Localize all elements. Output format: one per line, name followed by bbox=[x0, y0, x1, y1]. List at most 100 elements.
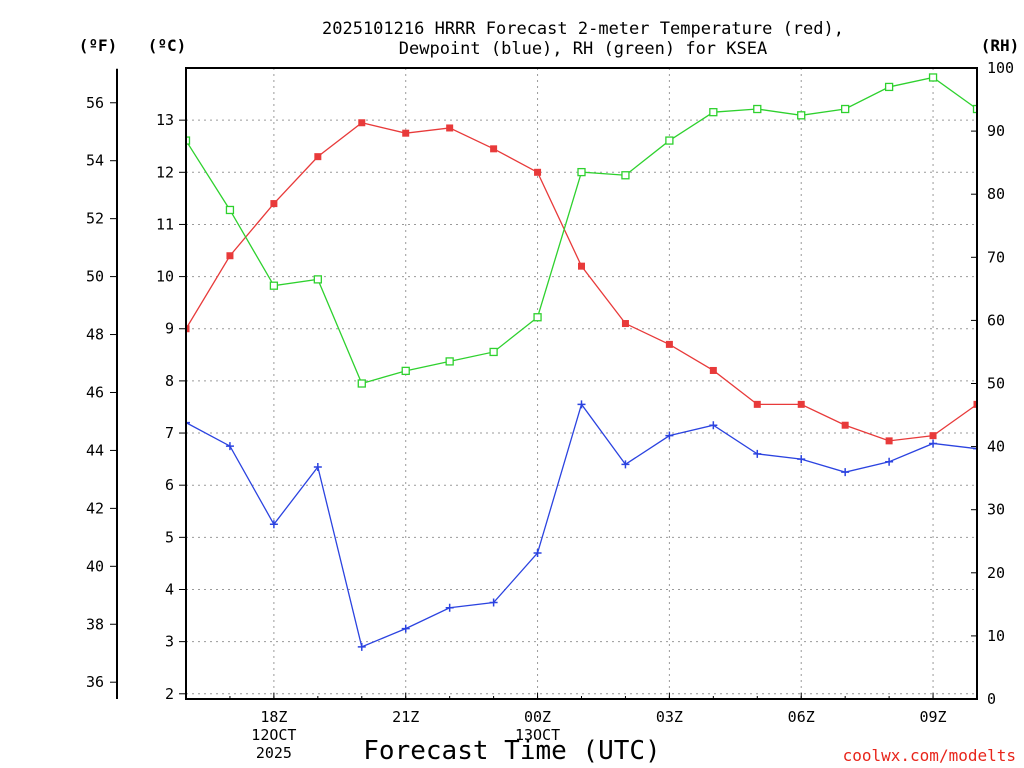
rh-point bbox=[753, 104, 762, 114]
rh-point bbox=[928, 73, 938, 82]
temperature-point bbox=[665, 340, 673, 348]
temperature-point bbox=[446, 124, 454, 132]
temperature-point bbox=[226, 252, 234, 260]
plot-frame bbox=[185, 67, 978, 700]
celsius-tick-label: 9 bbox=[165, 320, 174, 338]
fahrenheit-tick-label: 48 bbox=[86, 326, 104, 344]
rh-tick-label: 50 bbox=[987, 375, 1005, 393]
temperature-point bbox=[841, 421, 849, 429]
rh-point bbox=[357, 379, 366, 388]
rh-tick-label: 20 bbox=[987, 564, 1005, 582]
celsius-axis-unit: (ºC) bbox=[148, 36, 187, 55]
dewpoint-point bbox=[797, 455, 806, 464]
rh-point bbox=[709, 108, 718, 117]
dewpoint-point bbox=[225, 442, 234, 451]
rh-point bbox=[797, 111, 806, 120]
celsius-tick-label: 4 bbox=[165, 580, 174, 598]
dewpoint-point bbox=[445, 603, 454, 612]
x-tick-label: 09Z bbox=[920, 708, 947, 726]
rh-tick-label: 90 bbox=[987, 122, 1005, 140]
rh-point bbox=[186, 136, 191, 145]
fahrenheit-tick-label: 42 bbox=[86, 499, 104, 517]
celsius-tick-label: 7 bbox=[165, 424, 174, 442]
x-tick-label: 13OCT bbox=[515, 726, 560, 744]
fahrenheit-tick-label: 56 bbox=[86, 94, 104, 112]
dewpoint-point bbox=[885, 457, 894, 466]
dewpoint-point bbox=[313, 462, 322, 471]
chart-title-line-1: 2025101216 HRRR Forecast 2-meter Tempera… bbox=[322, 19, 844, 39]
rh-point bbox=[533, 313, 542, 322]
temperature-point bbox=[490, 145, 498, 153]
temperature-point bbox=[973, 400, 977, 408]
temperature-point bbox=[534, 168, 542, 176]
rh-point bbox=[841, 104, 850, 114]
rh-point bbox=[445, 357, 454, 366]
rh-axis-unit: (RH) bbox=[981, 36, 1020, 55]
dewpoint-line bbox=[186, 402, 977, 648]
rh-line bbox=[186, 76, 977, 385]
temperature-point bbox=[929, 432, 937, 440]
fahrenheit-tick-label: 38 bbox=[86, 615, 104, 633]
x-tick-label: 06Z bbox=[788, 708, 815, 726]
x-tick-label: 21Z bbox=[392, 708, 419, 726]
dewpoint-point bbox=[577, 400, 586, 409]
temperature-point bbox=[270, 200, 278, 208]
x-tick-label: 00Z bbox=[524, 708, 551, 726]
source-credit: coolwx.com/modelts bbox=[843, 746, 1016, 765]
celsius-tick-label: 13 bbox=[156, 111, 174, 129]
temperature-point bbox=[709, 366, 717, 374]
dewpoint-point bbox=[841, 468, 850, 477]
rh-tick-label: 100 bbox=[987, 59, 1014, 77]
chart-title-line-2: Dewpoint (blue), RH (green) for KSEA bbox=[399, 39, 767, 59]
rh-tick-label: 80 bbox=[987, 185, 1005, 203]
rh-tick-label: 70 bbox=[987, 248, 1005, 266]
x-tick-label: 03Z bbox=[656, 708, 683, 726]
rh-point bbox=[489, 347, 498, 357]
x-tick-label: 12OCT bbox=[251, 726, 296, 744]
rh-point bbox=[269, 281, 279, 290]
dewpoint-point bbox=[269, 520, 278, 529]
temperature-point bbox=[621, 320, 629, 328]
dewpoint-point bbox=[753, 449, 762, 458]
rh-series bbox=[186, 73, 977, 388]
temperature-series bbox=[186, 119, 977, 445]
rh-tick-label: 10 bbox=[987, 627, 1005, 645]
dewpoint-point bbox=[621, 460, 630, 469]
temperature-point bbox=[885, 437, 893, 445]
rh-tick-label: 60 bbox=[987, 311, 1005, 329]
rh-point bbox=[577, 167, 586, 177]
fahrenheit-tick-label: 54 bbox=[86, 152, 104, 170]
series-layer bbox=[186, 73, 977, 651]
grid-lines bbox=[186, 68, 977, 699]
dewpoint-point bbox=[973, 444, 977, 453]
temperature-point bbox=[314, 153, 322, 161]
dewpoint-point bbox=[357, 642, 366, 651]
celsius-tick-label: 3 bbox=[165, 633, 174, 651]
rh-point bbox=[401, 366, 410, 376]
fahrenheit-tick-label: 44 bbox=[86, 441, 104, 459]
celsius-tick-label: 5 bbox=[165, 528, 174, 546]
rh-point bbox=[972, 104, 977, 114]
x-axis-title: Forecast Time (UTC) bbox=[363, 736, 660, 766]
fahrenheit-axis-unit: (ºF) bbox=[79, 36, 118, 55]
fahrenheit-tick-label: 50 bbox=[86, 268, 104, 286]
dewpoint-point bbox=[929, 439, 938, 448]
celsius-tick-label: 2 bbox=[165, 685, 174, 703]
dewpoint-point bbox=[709, 421, 718, 430]
celsius-tick-label: 11 bbox=[156, 215, 174, 233]
temperature-point bbox=[797, 400, 805, 408]
rh-point bbox=[665, 136, 674, 145]
rh-tick-label: 30 bbox=[987, 501, 1005, 519]
dewpoint-point bbox=[489, 598, 498, 607]
rh-point bbox=[884, 82, 894, 92]
x-tick-label: 18Z bbox=[260, 708, 287, 726]
temperature-point bbox=[402, 129, 410, 137]
x-tick-label: 2025 bbox=[256, 744, 292, 762]
rh-point bbox=[621, 171, 630, 180]
rh-point bbox=[225, 205, 235, 215]
rh-point bbox=[313, 275, 322, 284]
celsius-tick-label: 10 bbox=[156, 268, 174, 286]
dewpoint-point bbox=[533, 548, 542, 557]
dewpoint-point bbox=[665, 431, 674, 440]
temperature-point bbox=[186, 325, 190, 333]
